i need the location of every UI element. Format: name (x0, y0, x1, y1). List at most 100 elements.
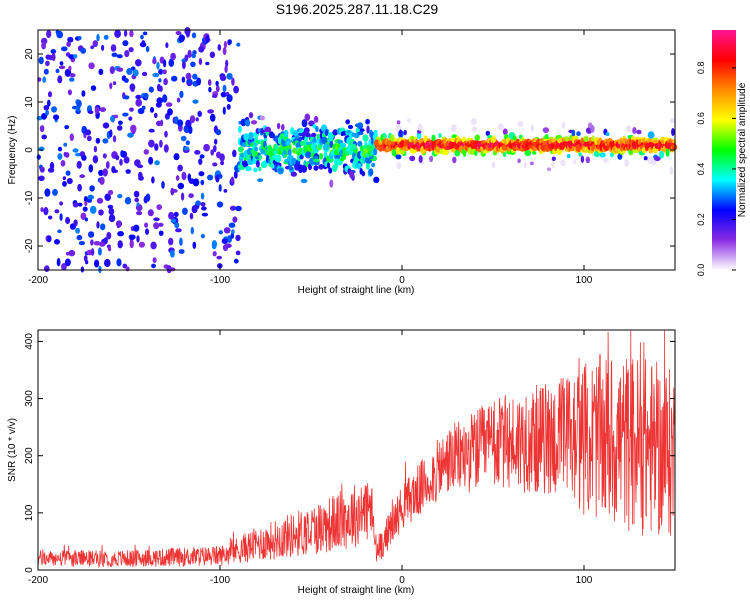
heatmap-blob (158, 222, 164, 227)
heatmap-blob (216, 255, 222, 260)
heatmap-blob (474, 134, 480, 142)
heatmap-blob (72, 202, 79, 208)
heatmap-blob (80, 47, 87, 54)
heatmap-blob (198, 171, 205, 177)
heatmap-blob (134, 197, 140, 203)
heatmap-blob (154, 143, 159, 151)
heatmap-blob (123, 156, 130, 164)
heatmap-blob (109, 82, 113, 90)
heatmap-blob (96, 33, 100, 42)
heatmap-blob (63, 142, 68, 147)
heatmap-blob (301, 131, 306, 138)
heatmap-blob (116, 54, 123, 59)
heatmap-blob (93, 241, 101, 246)
heatmap-blob (529, 161, 534, 166)
heatmap-blob (108, 214, 116, 223)
heatmap-blob (257, 178, 264, 183)
heatmap-blob (154, 160, 160, 166)
heatmap-blob (304, 113, 311, 122)
heatmap-blob (145, 46, 150, 53)
heatmap-blob (87, 194, 94, 200)
heatmap-blob (57, 146, 63, 152)
spectrogram-ylabel: Frequency (Hz) (7, 116, 18, 185)
heatmap-blob (46, 235, 52, 243)
heatmap-blob (136, 235, 140, 243)
heatmap-blob (659, 150, 665, 159)
heatmap-blob (347, 124, 354, 130)
heatmap-blob (114, 29, 121, 38)
heatmap-blob (215, 85, 220, 93)
heatmap-blob (399, 129, 403, 137)
heatmap-blob (123, 30, 128, 37)
heatmap-blob (138, 175, 144, 181)
heatmap-blob (198, 46, 205, 53)
heatmap-blob (41, 113, 47, 120)
heatmap-blob (605, 132, 610, 137)
heatmap-blob (161, 181, 165, 189)
heatmap-blob (232, 216, 238, 223)
heatmap-blob (173, 211, 179, 217)
heatmap-blob (352, 143, 356, 150)
heatmap-blob (200, 179, 205, 186)
heatmap-blob (210, 116, 215, 121)
heatmap-blob (76, 160, 82, 169)
heatmap-blob (158, 69, 163, 75)
heatmap-blob (65, 216, 71, 225)
heatmap-blob (159, 139, 163, 148)
heatmap-blob (156, 61, 160, 70)
heatmap-blob (153, 222, 160, 230)
heatmap-blob (214, 138, 218, 145)
heatmap-blob (312, 124, 317, 129)
heatmap-cells (36, 27, 678, 274)
heatmap-blob (530, 124, 535, 132)
snr-frame (37, 329, 676, 571)
heatmap-blob (119, 158, 123, 166)
heatmap-blob (102, 122, 110, 129)
heatmap-blob (106, 231, 112, 240)
heatmap-blob (219, 75, 227, 81)
heatmap-blob (365, 158, 373, 164)
heatmap-blob (170, 250, 175, 258)
heatmap-blob (191, 32, 197, 39)
heatmap-blob (156, 97, 163, 104)
heatmap-blob (151, 176, 155, 184)
heatmap-blob (78, 241, 85, 246)
heatmap-blob (218, 184, 222, 192)
heatmap-blob (38, 175, 45, 182)
heatmap-blob (226, 103, 231, 110)
colorbar-gradient (712, 30, 736, 270)
heatmap-blob (98, 68, 104, 76)
heatmap-blob (313, 165, 319, 171)
heatmap-blob (431, 134, 436, 142)
y-tick-label: -10 (24, 190, 35, 205)
heatmap-blob (617, 153, 623, 160)
heatmap-blob (185, 72, 192, 80)
heatmap-blob (561, 121, 566, 129)
heatmap-blob (265, 131, 270, 136)
heatmap-blob (281, 124, 285, 131)
heatmap-blob (270, 133, 276, 139)
heatmap-blob (647, 131, 655, 139)
heatmap-blob (198, 158, 203, 166)
heatmap-blob (159, 85, 163, 92)
heatmap-blob (45, 109, 49, 116)
heatmap-blob (396, 162, 402, 170)
heatmap-blob (77, 36, 82, 40)
heatmap-blob (152, 58, 157, 65)
heatmap-blob (213, 145, 217, 153)
heatmap-blob (243, 133, 250, 141)
heatmap-blob (83, 196, 88, 203)
heatmap-blob (89, 185, 95, 192)
heatmap-blob (44, 188, 51, 197)
heatmap-blob (52, 188, 58, 196)
heatmap-blob (88, 62, 95, 70)
heatmap-blob (125, 266, 130, 272)
heatmap-blob (168, 237, 174, 246)
heatmap-blob (226, 72, 233, 80)
heatmap-blob (221, 238, 229, 245)
heatmap-blob (438, 133, 442, 138)
snr-panel: -200 -100 0 100 0 100 200 300 400 Height of str… (7, 329, 676, 596)
heatmap-blob (632, 127, 637, 134)
heatmap-blob (232, 149, 237, 158)
heatmap-blob (318, 144, 322, 149)
